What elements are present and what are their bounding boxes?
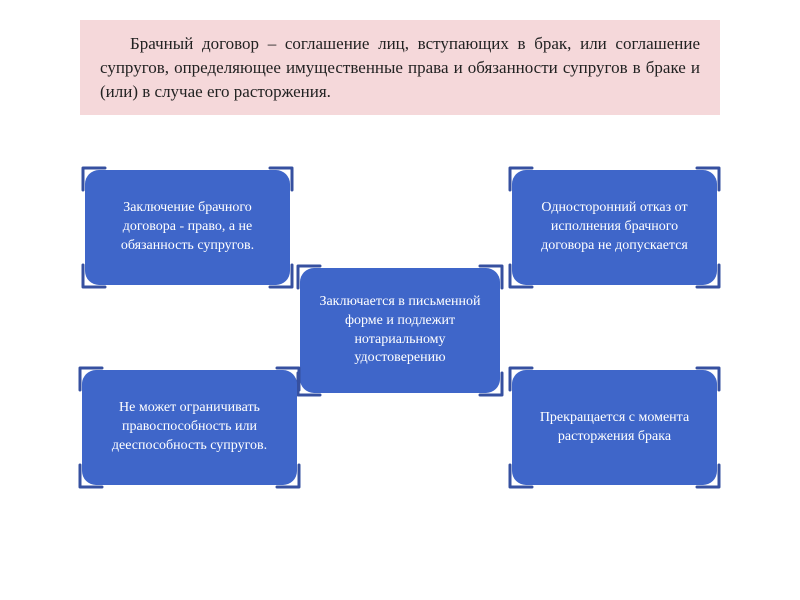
header-text: Брачный договор – соглашение лиц, вступа… [100,34,700,101]
diagram-node: Заключается в письменной форме и подлежи… [300,268,500,393]
diagram-node: Заключение брачного договора - право, а … [85,170,290,285]
header-definition-box: Брачный договор – соглашение лиц, вступа… [80,20,720,115]
node-text: Заключается в письменной форме и подлежи… [314,293,486,369]
diagram-node: Односторонний отказ от исполнения брачно… [512,170,717,285]
node-text: Односторонний отказ от исполнения брачно… [526,199,703,256]
node-text: Не может ограничивать правоспособность и… [96,399,283,456]
diagram-node: Прекращается с момента расторжения брака [512,370,717,485]
diagram-node: Не может ограничивать правоспособность и… [82,370,297,485]
node-text: Заключение брачного договора - право, а … [99,199,276,256]
node-text: Прекращается с момента расторжения брака [526,409,703,447]
